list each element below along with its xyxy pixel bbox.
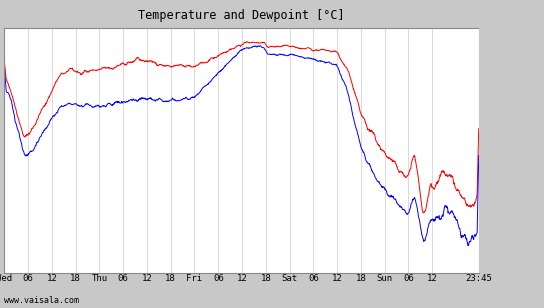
Text: Temperature and Dewpoint [°C]: Temperature and Dewpoint [°C] [138,9,345,22]
Text: www.vaisala.com: www.vaisala.com [4,296,79,305]
